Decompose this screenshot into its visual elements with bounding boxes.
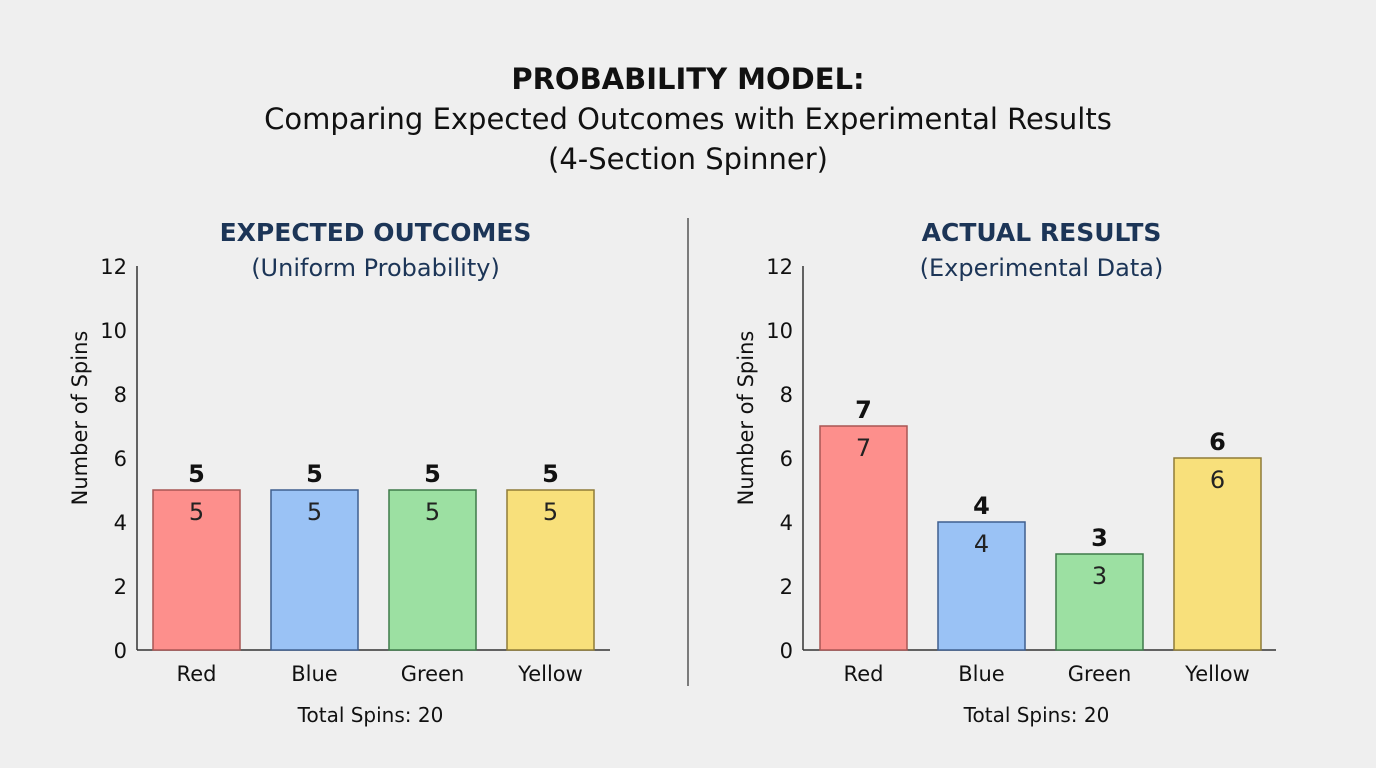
bar-blue	[270, 489, 359, 651]
bar-inner-label: 5	[307, 498, 322, 526]
x-tick-label: Red	[844, 662, 884, 686]
y-tick-label: 2	[780, 575, 793, 599]
bar-yellow	[1173, 457, 1262, 651]
bar-value-label: 5	[306, 460, 323, 488]
main-title: PROBABILITY MODEL:	[511, 62, 865, 96]
bar-inner-label: 5	[189, 498, 204, 526]
bar-inner-label: 3	[1092, 562, 1107, 590]
x-tick-label: Blue	[958, 662, 1004, 686]
bar-green	[388, 489, 477, 651]
main-subtitle-2: (4-Section Spinner)	[548, 142, 828, 176]
y-tick-label: 4	[114, 511, 127, 535]
bar-inner-label: 6	[1210, 466, 1225, 494]
y-tick-label: 2	[114, 575, 127, 599]
main-subtitle: Comparing Expected Outcomes with Experim…	[264, 102, 1112, 136]
y-tick-label: 12	[100, 255, 127, 279]
x-tick-label: Green	[401, 662, 465, 686]
x-axis-label: Total Spins: 20	[297, 703, 444, 727]
bar-value-label: 4	[973, 492, 990, 520]
bar-inner-label: 5	[543, 498, 558, 526]
y-tick-label: 12	[766, 255, 793, 279]
bar-inner-label: 4	[974, 530, 989, 558]
x-tick-label: Blue	[291, 662, 337, 686]
bar-value-label: 5	[424, 460, 441, 488]
chart-title: ACTUAL RESULTS	[922, 218, 1162, 247]
bar-green	[1055, 553, 1144, 651]
bar-red	[819, 425, 908, 651]
x-tick-label: Red	[177, 662, 217, 686]
y-tick-label: 6	[114, 447, 127, 471]
y-tick-label: 0	[780, 639, 793, 663]
x-tick-label: Yellow	[517, 662, 583, 686]
bar-value-label: 3	[1091, 524, 1108, 552]
bar-blue	[937, 521, 1026, 651]
bar-value-label: 5	[188, 460, 205, 488]
y-tick-label: 10	[100, 319, 127, 343]
y-tick-label: 8	[780, 383, 793, 407]
bar-value-label: 7	[855, 396, 872, 424]
chart-title: EXPECTED OUTCOMES	[220, 218, 532, 247]
x-axis-label: Total Spins: 20	[963, 703, 1110, 727]
bar-value-label: 5	[542, 460, 559, 488]
y-tick-label: 8	[114, 383, 127, 407]
bar-value-label: 6	[1209, 428, 1226, 456]
x-tick-label: Green	[1068, 662, 1132, 686]
chart-subtitle: (Uniform Probability)	[251, 254, 500, 282]
y-tick-label: 6	[780, 447, 793, 471]
bar-inner-label: 7	[856, 434, 871, 462]
y-tick-label: 10	[766, 319, 793, 343]
y-axis-label: Number of Spins	[734, 331, 758, 506]
y-axis-label: Number of Spins	[68, 331, 92, 506]
bar-inner-label: 5	[425, 498, 440, 526]
bar-yellow	[506, 489, 595, 651]
bar-red	[152, 489, 241, 651]
chart-subtitle: (Experimental Data)	[920, 254, 1164, 282]
x-tick-label: Yellow	[1184, 662, 1250, 686]
y-tick-label: 0	[114, 639, 127, 663]
y-tick-label: 4	[780, 511, 793, 535]
